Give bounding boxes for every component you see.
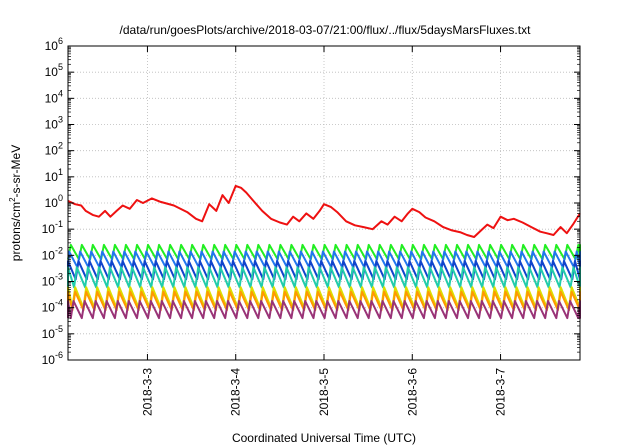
x-tick-label: 2018-3-3 [140, 368, 154, 416]
y-tick-label-base: 10 [45, 196, 59, 210]
y-tick-label: 104 [45, 88, 63, 105]
y-tick-label-base: 10 [42, 301, 56, 315]
y-tick-label-exp: 1 [58, 167, 63, 177]
y-tick-label: 100 [45, 193, 63, 210]
y-tick-label-base: 10 [42, 327, 56, 341]
y-tick-label-exp: -3 [55, 272, 63, 282]
y-axis-title: protons/cm2-s-sr-MeV [8, 145, 23, 261]
y-tick-label: 10-3 [42, 272, 63, 289]
y-tick-label-exp: -1 [55, 219, 63, 229]
chart-title: /data/run/goesPlots/archive/2018-03-07/2… [120, 23, 532, 37]
y-tick-label: 10-1 [42, 219, 63, 236]
y-axis-title-sup: 2 [8, 197, 17, 202]
y-tick-label-exp: -2 [55, 245, 63, 255]
y-tick-label-base: 10 [45, 39, 59, 53]
axis-ticks [68, 45, 580, 361]
y-tick-label-base: 10 [42, 248, 56, 262]
flux-series-line [67, 266, 581, 289]
y-tick-label-base: 10 [45, 65, 59, 79]
y-tick-label-base: 10 [42, 222, 56, 236]
x-tick-label: 2018-3-4 [229, 368, 243, 416]
y-tick-label-exp: 4 [58, 88, 63, 98]
y-tick-label-exp: 2 [58, 141, 63, 151]
y-tick-label: 10-5 [42, 324, 63, 341]
y-tick-label-exp: 6 [58, 36, 63, 46]
flux-series-line-red [67, 184, 581, 238]
y-tick-label: 103 [45, 115, 63, 132]
y-tick-label-exp: -5 [55, 324, 63, 334]
y-tick-label: 101 [45, 167, 63, 184]
x-tick-labels: 2018-3-3 2018-3-4 2018-3-5 2018-3-6 2018-3-7 [140, 368, 507, 416]
y-tick-label-exp: -6 [55, 350, 63, 360]
y-tick-label: 106 [45, 36, 63, 53]
y-tick-labels: 10610510410310210110010-110-210-310-410-… [42, 36, 63, 367]
series-layer [67, 184, 581, 320]
y-tick-label-base: 10 [42, 275, 56, 289]
y-tick-label-exp: -4 [55, 298, 63, 308]
y-tick-label-exp: 3 [58, 115, 63, 125]
y-axis-title-tail: -s-sr-MeV [9, 145, 23, 198]
y-tick-label-base: 10 [45, 144, 59, 158]
y-tick-label: 102 [45, 141, 63, 158]
x-tick-label: 2018-3-6 [405, 368, 419, 416]
y-tick-label: 10-2 [42, 245, 63, 262]
y-tick-label-base: 10 [45, 118, 59, 132]
y-tick-label: 10-6 [42, 350, 63, 367]
y-tick-label: 105 [45, 62, 63, 79]
y-tick-label-base: 10 [45, 170, 59, 184]
y-tick-label-base: 10 [45, 91, 59, 105]
y-tick-label-exp: 5 [58, 62, 63, 72]
y-axis-title-base: protons/cm [9, 202, 23, 261]
x-tick-label: 2018-3-5 [317, 368, 331, 416]
x-tick-label: 2018-3-7 [494, 368, 508, 416]
y-tick-label-base: 10 [42, 353, 56, 367]
flux-series-line [67, 300, 581, 320]
x-axis-title: Coordinated Universal Time (UTC) [232, 431, 416, 445]
y-tick-label-exp: 0 [58, 193, 63, 203]
y-tick-label: 10-4 [42, 298, 63, 315]
